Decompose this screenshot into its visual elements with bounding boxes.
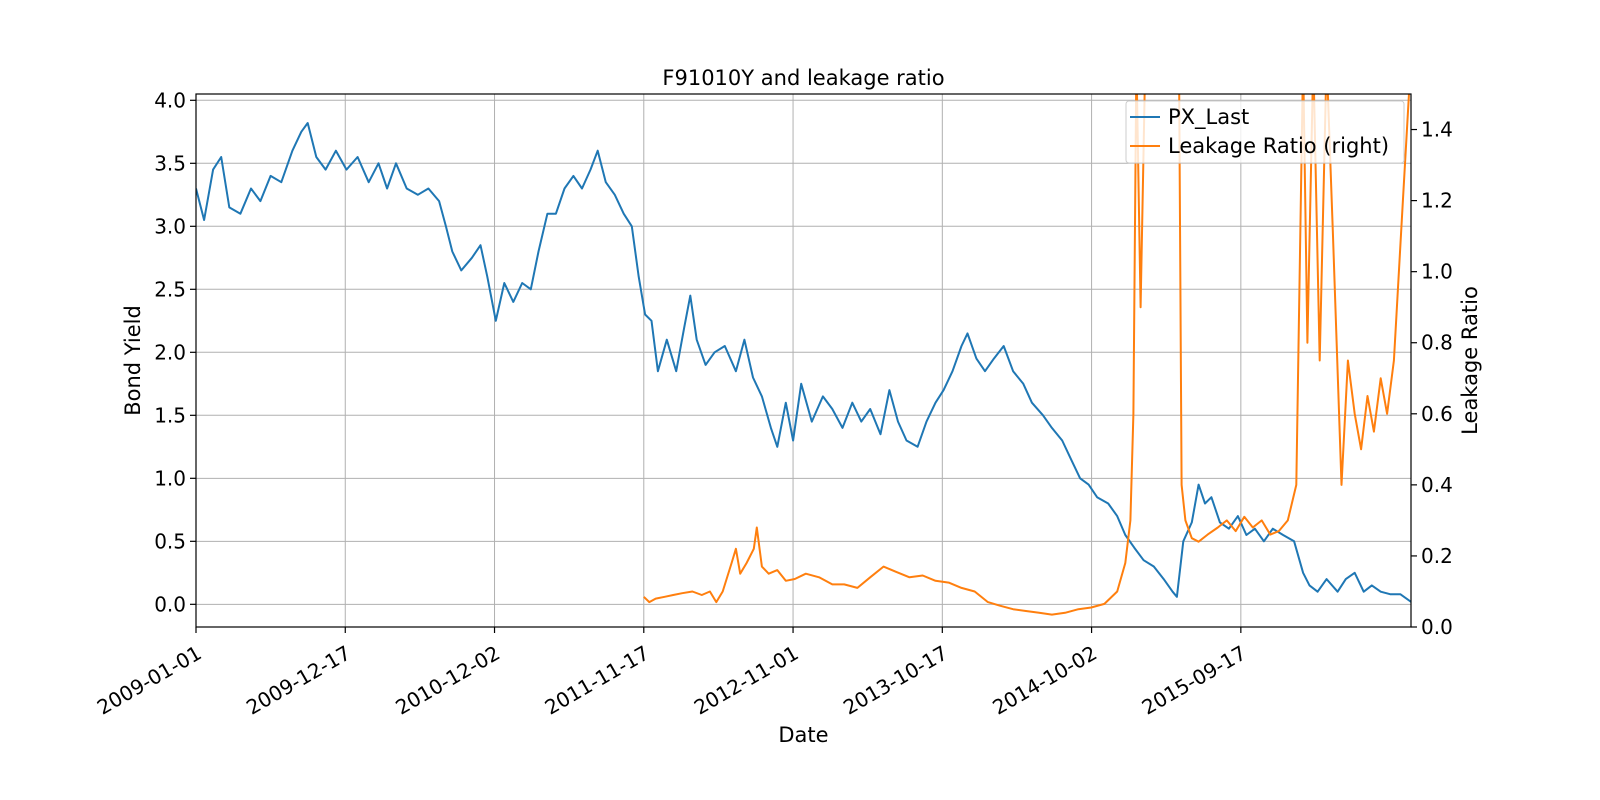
legend: PX_Last Leakage Ratio (right) xyxy=(1125,100,1405,164)
y-right-tick-label: 1.4 xyxy=(1421,118,1453,142)
x-tick-label: 2013-10-17 xyxy=(839,641,952,720)
x-axis-title: Date xyxy=(778,723,828,747)
x-tick-label: 2009-12-17 xyxy=(242,641,355,720)
chart-title: F91010Y and leakage ratio xyxy=(662,66,944,90)
y-tick-label: 1.0 xyxy=(154,466,186,490)
legend-label-px-last: PX_Last xyxy=(1168,105,1249,130)
y-tick-label: 2.0 xyxy=(154,340,186,364)
y-tick-label: 3.0 xyxy=(154,214,186,238)
series-line-px-last xyxy=(196,122,1411,603)
y-right-tick-label: 0.4 xyxy=(1421,473,1453,497)
x-tick-label: 2010-12-02 xyxy=(391,641,504,720)
x-tick-label: 2009-01-01 xyxy=(93,641,206,720)
legend-label-leakage-ratio: Leakage Ratio (right) xyxy=(1168,134,1389,158)
legend-box xyxy=(1125,100,1405,164)
series-layer xyxy=(196,94,1411,616)
y-tick-label: 2.5 xyxy=(154,277,186,301)
x-tick-label: 2015-09-17 xyxy=(1138,641,1251,720)
y-tick-label: 4.0 xyxy=(154,88,186,112)
y-axis-right-title: Leakage Ratio xyxy=(1458,286,1482,435)
plot-frame xyxy=(195,93,1412,628)
y-tick-label: 1.5 xyxy=(154,403,186,427)
x-tick-label: 2012-11-01 xyxy=(690,641,803,720)
y-right-tick-label: 0.2 xyxy=(1421,544,1453,568)
y-tick-label: 3.5 xyxy=(154,151,186,175)
y-axis-title: Bond Yield xyxy=(121,305,145,416)
y-right-tick-label: 1.2 xyxy=(1421,189,1453,213)
series-line-leakage-ratio xyxy=(643,94,1410,616)
x-tick-label: 2011-11-17 xyxy=(541,641,654,720)
y-right-tick-label: 0.6 xyxy=(1421,402,1453,426)
y-right-tick-label: 0.8 xyxy=(1421,331,1453,355)
x-tick-label: 2014-10-02 xyxy=(988,641,1101,720)
axes: 2009-01-01 2009-12-17 2010-12-02 2011-11-17… xyxy=(93,88,1453,719)
y-right-tick-label: 0.0 xyxy=(1421,615,1453,639)
y-right-tick-label: 1.0 xyxy=(1421,260,1453,284)
y-tick-label: 0.5 xyxy=(154,529,186,553)
grid xyxy=(195,94,1411,627)
y-tick-label: 0.0 xyxy=(154,592,186,616)
